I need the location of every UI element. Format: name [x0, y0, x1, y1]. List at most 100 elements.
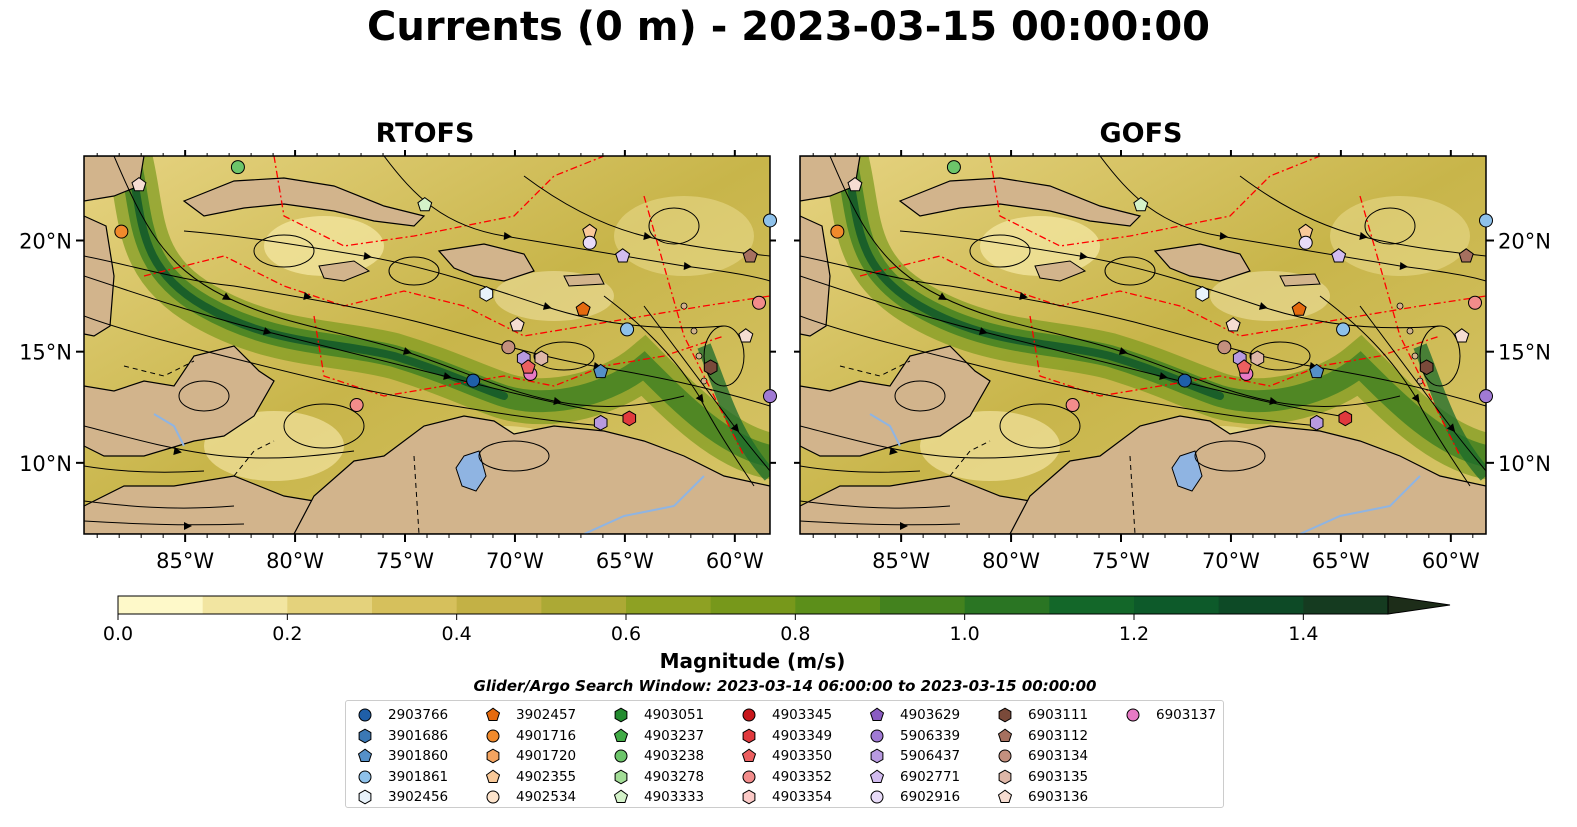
lon-tick-label: 85°W	[872, 549, 930, 573]
colorbar-bin	[202, 596, 288, 614]
float-marker-3902456	[1195, 286, 1210, 302]
legend-label: 4901720	[516, 748, 577, 764]
legend-label: 4903333	[644, 789, 705, 805]
float-marker-6902916	[1298, 235, 1313, 250]
legend-label: 3902457	[516, 707, 577, 723]
colorbar-bin	[456, 596, 542, 614]
legend-marker	[358, 770, 372, 783]
lon-tick-label: 60°W	[706, 549, 764, 573]
colorbar: 0.0 0.2 0.4 0.6 0.8 1.0 1.2 1.4	[103, 595, 1451, 645]
legend-label: 6903137	[1156, 707, 1217, 723]
pentagon-marker-icon	[741, 748, 757, 762]
colorbar-tick-label: 1.0	[950, 623, 980, 645]
float-marker-3902457	[575, 301, 591, 316]
legend-item: 4903238	[610, 746, 704, 766]
float-marker-4903350	[520, 359, 536, 374]
legend-item: 4902355	[482, 767, 576, 787]
legend-item: 4903278	[610, 767, 704, 787]
hexagon-marker-icon	[998, 707, 1012, 723]
rtofs-map	[84, 156, 770, 534]
colorbar-bin	[372, 596, 458, 614]
search-window-text: Glider/Argo Search Window: 2023-03-14 06…	[473, 677, 1097, 695]
legend-item: 4903352	[738, 767, 832, 787]
legend-label: 5906339	[900, 727, 961, 744]
legend-label: 6903136	[1028, 789, 1089, 805]
float-marker-4903352	[752, 295, 767, 310]
legend-label: 4903349	[772, 727, 833, 744]
legend-label: 6903112	[1028, 727, 1089, 744]
legend-label: 6903134	[1028, 748, 1089, 764]
circle-marker-icon	[742, 708, 756, 722]
float-markers	[114, 160, 1493, 431]
circle-marker-icon	[358, 708, 372, 722]
float-marker-3901861	[1336, 322, 1351, 337]
legend-marker	[998, 749, 1012, 763]
legend-label: 4903345	[772, 707, 833, 723]
legend-marker	[870, 748, 884, 764]
float-marker-3901861	[620, 322, 635, 337]
colorbar-tick-label: 0.6	[611, 623, 641, 645]
circle-marker-icon	[614, 749, 628, 763]
lon-tick-label: 70°W	[1202, 549, 1260, 573]
lat-tick-label: 10°N	[19, 452, 72, 476]
float-marker-6903135	[534, 350, 549, 367]
lon-tick-label: 65°W	[1312, 549, 1370, 573]
float-marker-6903112	[1458, 248, 1474, 263]
lat-tick-label: 20°N	[19, 229, 72, 253]
legend-marker	[613, 789, 629, 803]
gofs-map	[800, 156, 1486, 534]
lat-tick-label: 10°N	[1498, 452, 1551, 476]
float-marker-6903136	[509, 317, 525, 332]
legend-item: 4901716	[482, 726, 576, 746]
colorbar-bin	[541, 596, 627, 614]
float-marker-5906437	[593, 414, 608, 431]
colorbar-tick-label: 0.8	[780, 623, 810, 645]
colorbar-bin	[1049, 596, 1135, 614]
float-marker-4903352	[349, 398, 364, 413]
colorbar-bin	[1218, 596, 1304, 614]
float-marker-3901861	[763, 213, 777, 228]
lat-tick-label: 15°N	[1498, 341, 1551, 365]
legend-marker	[870, 790, 884, 804]
float-marker-6903136	[847, 176, 863, 192]
lon-tick-label: 75°W	[376, 549, 434, 573]
legend-item: 6903134	[994, 746, 1088, 766]
float-marker-3901861	[1479, 213, 1493, 228]
float-marker-6903112	[742, 248, 758, 263]
panel-title-gofs: GOFS	[1099, 118, 1183, 149]
panel-title-rtofs: RTOFS	[375, 118, 475, 149]
legend-item: 4903349	[738, 726, 832, 746]
legend-item: 4903345	[738, 705, 832, 725]
legend-marker	[358, 789, 372, 805]
legend-item: 5906437	[866, 746, 960, 766]
legend-marker	[1126, 708, 1140, 722]
legend-label: 4903354	[772, 789, 833, 805]
circle-marker-icon	[742, 770, 756, 783]
legend-marker	[869, 769, 885, 783]
legend-item: 3901860	[354, 746, 448, 766]
hexagon-marker-icon	[998, 769, 1012, 784]
colorbar-label: Magnitude (m/s)	[659, 649, 846, 673]
legend-label: 4903350	[772, 748, 833, 764]
legend-item: 6903112	[994, 726, 1088, 746]
colorbar-bin	[880, 596, 966, 614]
legend-label: 4903237	[644, 727, 705, 744]
legend-item: 6903137	[1122, 705, 1216, 725]
legend-marker	[614, 749, 628, 763]
legend-label: 6902916	[900, 789, 961, 805]
legend-item: 4903629	[866, 705, 960, 725]
legend-marker	[870, 729, 884, 742]
figure-title: Currents (0 m) - 2023-03-15 00:00:00	[367, 4, 1210, 50]
legend-item: 3901686	[354, 726, 448, 746]
hexagon-marker-icon	[614, 769, 628, 784]
colorbar-bin	[710, 596, 796, 614]
float-marker-3902456	[479, 286, 494, 302]
colorbar-bin	[287, 596, 373, 614]
float-marker-5906339	[763, 389, 777, 404]
legend-marker	[998, 769, 1012, 784]
hexagon-marker-icon	[742, 789, 756, 805]
legend-marker	[486, 790, 500, 804]
legend-item: 4902534	[482, 787, 576, 807]
pentagon-marker-icon	[997, 789, 1013, 803]
circle-marker-icon	[486, 790, 500, 804]
